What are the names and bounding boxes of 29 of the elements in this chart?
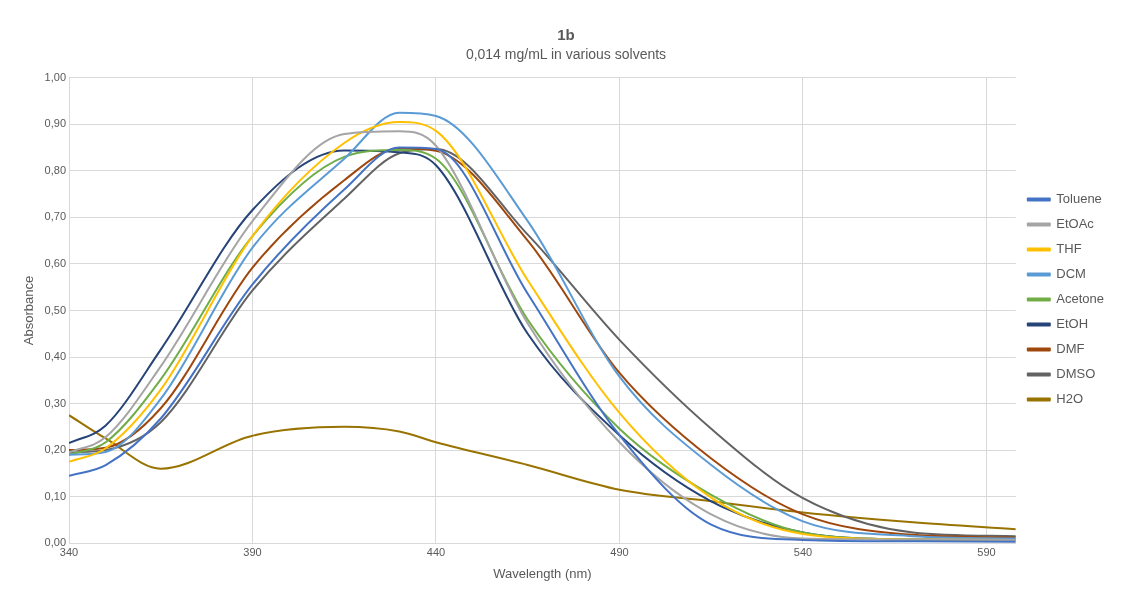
- y-tick-label: 0,90: [44, 117, 67, 130]
- y-tick-label: 0,50: [44, 303, 67, 316]
- legend-label: DMSO: [1056, 366, 1096, 382]
- legend-label: EtOH: [1056, 316, 1089, 332]
- legend-label: DMF: [1056, 341, 1085, 357]
- legend-label: Acetone: [1056, 291, 1104, 307]
- legend-label: EtOAc: [1056, 216, 1095, 232]
- y-tick-label: 1,00: [44, 70, 67, 83]
- x-tick-label: 590: [977, 545, 996, 558]
- chart-subtitle: 0,014 mg/mL in various solvents: [465, 46, 667, 63]
- legend-label: H2O: [1056, 391, 1084, 407]
- y-tick-label: 0,40: [44, 350, 67, 363]
- x-tick-label: 540: [793, 545, 813, 558]
- y-tick-label: 0,30: [44, 396, 67, 409]
- y-tick-label: 0,60: [44, 256, 67, 269]
- chart-title: 1b: [557, 26, 575, 44]
- y-tick-label: 0,20: [44, 443, 67, 456]
- x-tick-label: 390: [243, 545, 262, 558]
- x-tick-label: 440: [426, 545, 446, 558]
- x-axis-title: Wavelength (nm): [493, 565, 592, 581]
- line-series: [69, 414, 1016, 531]
- legend-label: THF: [1056, 241, 1082, 257]
- y-tick-label: 0,80: [44, 163, 67, 176]
- legend-label: Toluene: [1056, 191, 1102, 207]
- legend-label: DCM: [1056, 266, 1086, 282]
- y-axis-title: Absorbance: [21, 275, 37, 346]
- y-tick-label: 0,70: [44, 210, 67, 223]
- x-tick-label: 490: [610, 545, 629, 558]
- y-tick-label: 0,10: [44, 489, 67, 502]
